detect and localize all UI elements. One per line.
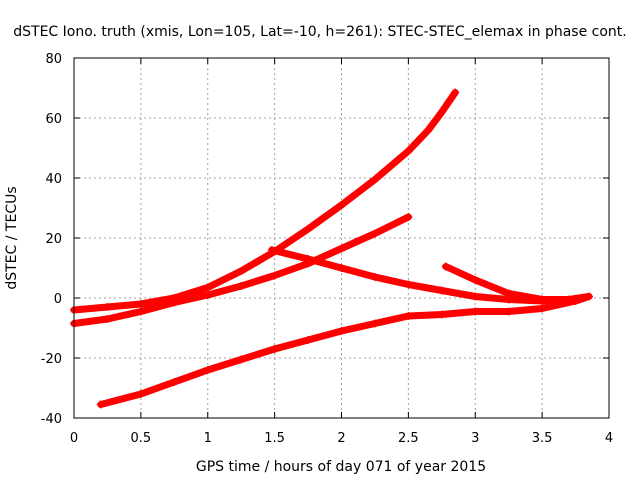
x-tick-label: 4 — [605, 431, 613, 446]
y-tick-label: 0 — [54, 292, 62, 307]
series-line — [268, 246, 573, 305]
data-point — [337, 327, 346, 335]
x-tick-label: 1 — [204, 431, 212, 446]
data-point — [136, 300, 145, 308]
data-point — [96, 400, 105, 409]
data-point — [337, 201, 346, 209]
data-point — [170, 378, 179, 386]
chart-title: dSTEC Iono. truth (xmis, Lon=105, Lat=-1… — [13, 24, 626, 40]
data-point — [203, 366, 212, 374]
data-point — [237, 355, 246, 364]
data-point — [203, 291, 212, 299]
data-point — [538, 295, 547, 304]
data-point — [304, 336, 313, 344]
series-layer — [70, 88, 593, 409]
data-point — [337, 264, 346, 272]
data-point — [270, 271, 279, 280]
series-3 — [96, 292, 593, 409]
data-point — [404, 213, 413, 221]
series-4 — [267, 246, 573, 305]
data-point — [471, 307, 480, 316]
data-point — [370, 175, 379, 184]
data-point — [404, 312, 413, 320]
x-axis-label: GPS time / hours of day 071 of year 2015 — [196, 459, 486, 475]
grid — [74, 58, 609, 418]
data-point — [441, 262, 450, 271]
data-point — [304, 255, 313, 263]
x-tick-label: 0.5 — [131, 431, 152, 446]
data-point — [370, 319, 379, 328]
data-point — [451, 88, 460, 97]
data-point — [437, 286, 446, 295]
data-point — [170, 298, 179, 307]
x-tick-label: 3.5 — [532, 431, 553, 446]
data-point — [136, 307, 145, 316]
series-5 — [441, 262, 593, 304]
data-point — [564, 295, 573, 304]
data-point — [584, 292, 593, 301]
data-point — [136, 390, 145, 398]
axis-ticks: 0 0.5 1 1.5 2 2.5 3 3.5 4 -40 -20 0 20 40 60 80 — [41, 52, 613, 446]
x-tick-label: 2 — [337, 431, 345, 446]
data-point — [437, 108, 446, 116]
data-point — [237, 267, 246, 275]
data-point — [337, 244, 346, 253]
data-point — [471, 276, 480, 284]
x-tick-label: 0 — [70, 431, 78, 446]
data-point — [404, 280, 413, 289]
data-point — [270, 345, 279, 353]
data-point — [267, 246, 276, 254]
x-tick-label: 2.5 — [398, 431, 419, 446]
data-point — [370, 273, 379, 281]
data-point — [237, 282, 246, 290]
series-line — [97, 293, 593, 408]
data-point — [437, 310, 446, 319]
data-point — [404, 147, 413, 155]
y-tick-label: 40 — [45, 172, 62, 187]
data-point — [424, 126, 433, 134]
data-point — [103, 315, 112, 323]
series-line — [70, 89, 459, 314]
y-tick-label: 20 — [45, 232, 62, 247]
series-2 — [70, 213, 413, 328]
x-tick-label: 1.5 — [264, 431, 285, 446]
y-axis-label: dSTEC / TECUs — [4, 186, 20, 289]
y-tick-label: 60 — [45, 112, 62, 127]
x-tick-label: 3 — [471, 431, 479, 446]
data-point — [471, 292, 480, 301]
data-point — [203, 283, 212, 292]
data-point — [103, 303, 112, 311]
data-point — [370, 229, 379, 238]
data-point — [538, 304, 547, 313]
y-tick-label: -20 — [41, 352, 62, 367]
data-point — [504, 289, 513, 298]
data-point — [304, 225, 313, 233]
data-point — [504, 307, 513, 316]
y-tick-label: -40 — [41, 412, 62, 427]
y-tick-label: 80 — [45, 52, 62, 67]
